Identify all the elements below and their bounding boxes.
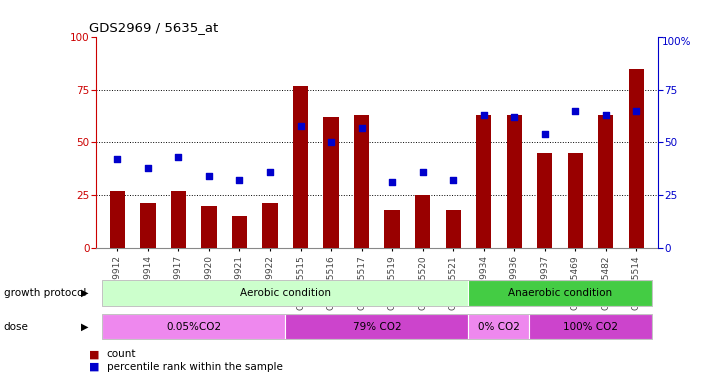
Bar: [476, 115, 491, 248]
Text: Aerobic condition: Aerobic condition: [240, 288, 331, 298]
Point: [478, 112, 489, 118]
Point: [264, 169, 276, 175]
Bar: [140, 203, 156, 248]
Bar: [506, 115, 522, 248]
Point: [295, 123, 306, 129]
Bar: [171, 191, 186, 248]
Text: 100% CO2: 100% CO2: [563, 322, 618, 332]
Bar: [629, 69, 644, 248]
Bar: [262, 203, 277, 248]
Bar: [446, 210, 461, 248]
Bar: [598, 115, 614, 248]
Bar: [385, 210, 400, 248]
Point: [356, 125, 368, 131]
Bar: [537, 153, 552, 248]
Bar: [109, 191, 125, 248]
Bar: [415, 195, 430, 248]
Point: [326, 140, 337, 146]
Point: [508, 114, 520, 120]
Point: [234, 177, 245, 183]
Point: [417, 169, 428, 175]
Bar: [293, 86, 308, 248]
Point: [203, 173, 215, 179]
Text: ▶: ▶: [81, 288, 89, 298]
Point: [173, 154, 184, 160]
Bar: [354, 115, 369, 248]
Text: ■: ■: [89, 362, 100, 372]
Point: [142, 165, 154, 171]
Text: GDS2969 / 5635_at: GDS2969 / 5635_at: [89, 21, 218, 34]
Text: 0.05%CO2: 0.05%CO2: [166, 322, 221, 332]
Point: [539, 131, 550, 137]
Bar: [567, 153, 583, 248]
Text: growth protocol: growth protocol: [4, 288, 86, 298]
Point: [386, 179, 397, 185]
Point: [570, 108, 581, 114]
Text: dose: dose: [4, 322, 28, 332]
Text: percentile rank within the sample: percentile rank within the sample: [107, 362, 282, 372]
Point: [600, 112, 611, 118]
Point: [631, 108, 642, 114]
Point: [112, 156, 123, 162]
Text: ■: ■: [89, 350, 100, 359]
Point: [447, 177, 459, 183]
Text: 100%: 100%: [662, 38, 691, 48]
Text: 79% CO2: 79% CO2: [353, 322, 401, 332]
Text: ▶: ▶: [81, 322, 89, 332]
Bar: [201, 206, 217, 248]
Text: Anaerobic condition: Anaerobic condition: [508, 288, 612, 298]
Bar: [324, 117, 338, 248]
Text: count: count: [107, 350, 136, 359]
Bar: [232, 216, 247, 248]
Text: 0% CO2: 0% CO2: [478, 322, 520, 332]
